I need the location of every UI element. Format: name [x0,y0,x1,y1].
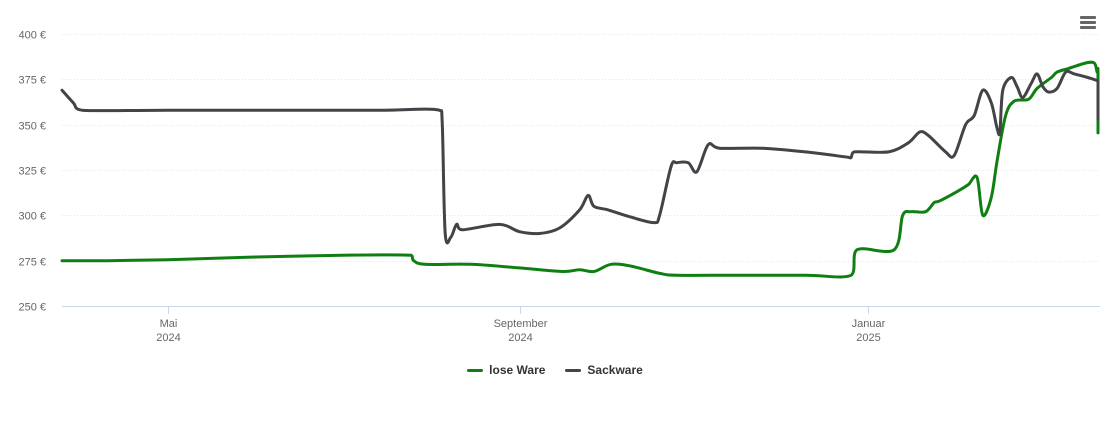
x-tick-label: Januar [852,318,886,330]
x-axis: Mai 2024 September 2024 Januar 2025 [62,306,1100,344]
x-tick-sublabel: 2024 [508,332,532,344]
legend-label-sackware: Sackware [587,363,643,377]
y-tick-label: 375 € [18,75,46,87]
chart-menu-button[interactable] [1076,12,1100,34]
y-tick-label: 250 € [18,302,46,314]
y-tick-label: 275 € [18,257,46,269]
chart-grid [62,34,1100,262]
x-tick-label: Mai [160,318,178,330]
series-line-lose-ware[interactable] [60,60,1100,279]
series-group [60,60,1100,279]
legend-swatch-sackware [565,368,582,372]
series-line-sackware[interactable] [60,69,1100,245]
y-tick-label: 325 € [18,166,46,178]
x-tick-label: September [494,318,548,330]
x-tick-sublabel: 2024 [156,332,180,344]
x-tick-sublabel: 2025 [856,332,880,344]
legend-item-sackware[interactable]: Sackware [565,363,643,377]
legend: lose Ware Sackware [0,363,1110,377]
legend-item-lose-ware[interactable]: lose Ware [467,363,545,377]
y-tick-label: 400 € [18,30,46,42]
y-tick-label: 300 € [18,211,46,223]
legend-swatch-lose-ware [467,368,484,372]
legend-label-lose-ware: lose Ware [489,363,546,377]
y-axis: 250 € 275 € 300 € 325 € 350 € 375 € 400 € [18,30,46,314]
y-tick-label: 350 € [18,121,46,133]
